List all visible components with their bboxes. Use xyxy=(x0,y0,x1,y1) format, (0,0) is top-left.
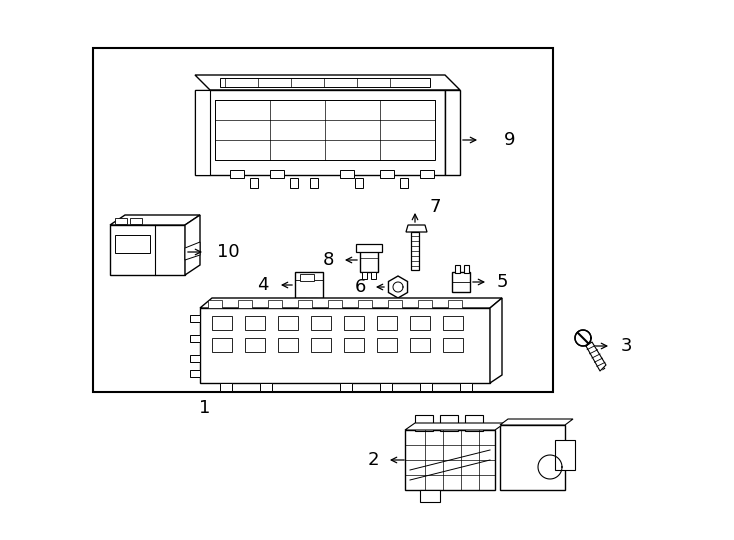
Bar xyxy=(465,415,483,431)
Bar xyxy=(360,250,378,272)
Polygon shape xyxy=(586,342,606,371)
Polygon shape xyxy=(490,298,502,383)
Bar xyxy=(290,178,298,188)
Bar xyxy=(215,100,435,160)
Bar xyxy=(230,170,244,178)
Bar xyxy=(298,300,312,308)
Bar xyxy=(411,232,419,270)
Bar xyxy=(420,383,432,391)
Bar xyxy=(295,272,323,298)
Polygon shape xyxy=(575,330,591,346)
Polygon shape xyxy=(195,75,460,90)
Bar xyxy=(328,300,342,308)
Bar xyxy=(418,300,432,308)
Text: 1: 1 xyxy=(200,399,211,417)
Polygon shape xyxy=(185,242,200,260)
Polygon shape xyxy=(110,215,200,225)
Bar xyxy=(93,48,553,392)
Bar xyxy=(455,265,460,273)
Polygon shape xyxy=(445,90,460,175)
Bar xyxy=(190,355,200,362)
Bar xyxy=(410,338,430,352)
Bar xyxy=(452,272,470,292)
Bar xyxy=(115,218,127,224)
Bar xyxy=(245,338,265,352)
Polygon shape xyxy=(195,90,210,175)
Bar xyxy=(208,300,222,308)
Bar xyxy=(190,370,200,377)
Polygon shape xyxy=(200,308,490,383)
Polygon shape xyxy=(500,425,565,490)
Bar xyxy=(220,78,430,87)
Bar xyxy=(299,298,306,306)
Bar xyxy=(443,316,463,330)
Text: 9: 9 xyxy=(504,131,516,149)
Bar xyxy=(220,383,232,391)
Polygon shape xyxy=(406,225,427,232)
Bar xyxy=(300,274,314,281)
Polygon shape xyxy=(110,225,185,275)
Text: 10: 10 xyxy=(217,243,239,261)
Polygon shape xyxy=(185,215,200,275)
Bar xyxy=(355,178,363,188)
Bar xyxy=(250,178,258,188)
Bar xyxy=(344,338,364,352)
Text: 5: 5 xyxy=(496,273,508,291)
Bar xyxy=(356,244,382,252)
Bar xyxy=(130,218,142,224)
Polygon shape xyxy=(200,298,502,308)
Text: 8: 8 xyxy=(322,251,334,269)
Polygon shape xyxy=(195,90,445,175)
Bar xyxy=(278,338,298,352)
Bar xyxy=(377,316,397,330)
Bar xyxy=(311,316,331,330)
Bar xyxy=(380,170,394,178)
Bar xyxy=(212,338,232,352)
Polygon shape xyxy=(405,430,495,490)
Bar xyxy=(410,316,430,330)
Bar xyxy=(270,170,284,178)
Bar xyxy=(388,300,402,308)
Bar xyxy=(340,383,352,391)
Text: 3: 3 xyxy=(620,337,632,355)
Bar xyxy=(358,300,372,308)
Text: 4: 4 xyxy=(257,276,269,294)
Text: 6: 6 xyxy=(355,278,366,296)
Bar xyxy=(464,265,469,273)
Bar xyxy=(415,415,433,431)
Bar xyxy=(268,300,282,308)
Bar xyxy=(380,383,392,391)
Bar xyxy=(190,315,200,322)
Bar xyxy=(344,316,364,330)
Bar xyxy=(420,490,440,502)
Bar xyxy=(400,178,408,188)
Bar xyxy=(555,440,575,470)
Bar xyxy=(115,235,150,253)
Bar xyxy=(245,316,265,330)
Bar xyxy=(420,170,434,178)
Bar xyxy=(260,383,272,391)
Bar xyxy=(190,335,200,342)
Bar xyxy=(310,298,317,306)
Text: 2: 2 xyxy=(367,451,379,469)
Text: 7: 7 xyxy=(429,198,440,216)
Polygon shape xyxy=(388,276,407,298)
Polygon shape xyxy=(500,419,573,425)
Bar xyxy=(448,300,462,308)
Bar xyxy=(238,300,252,308)
Polygon shape xyxy=(405,423,505,430)
Bar xyxy=(311,338,331,352)
Bar xyxy=(310,178,318,188)
Bar xyxy=(440,415,458,431)
Bar xyxy=(460,383,472,391)
Bar xyxy=(362,272,367,279)
Bar xyxy=(212,316,232,330)
Bar xyxy=(443,338,463,352)
Bar xyxy=(340,170,354,178)
Bar xyxy=(278,316,298,330)
Bar xyxy=(377,338,397,352)
Bar xyxy=(371,272,376,279)
